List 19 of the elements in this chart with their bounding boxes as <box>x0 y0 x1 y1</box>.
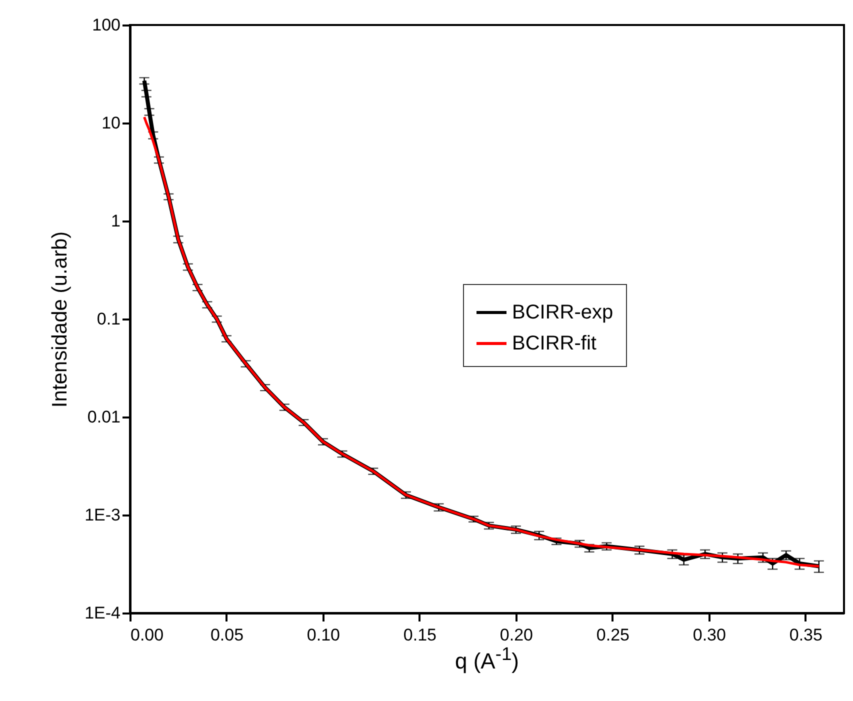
x-tick-label: 0.05 <box>210 626 244 644</box>
y-tick-label: 0.1 <box>96 310 120 328</box>
y-tick-label: 1E-3 <box>84 506 120 524</box>
x-tick-label: 0.10 <box>306 626 340 644</box>
x-tick-label: 0.30 <box>692 626 726 644</box>
x-axis-title: q (A$^{-1}$) <box>454 643 520 674</box>
legend-label: BCIRR-exp <box>512 302 614 324</box>
y-tick-label: 0.01 <box>87 408 120 426</box>
x-tick-label: 0.25 <box>596 626 630 644</box>
x-tick-label: 0.35 <box>789 626 822 644</box>
x-tick-label: 0.15 <box>403 626 437 644</box>
y-tick-label: 100 <box>92 16 120 34</box>
y-tick-label: 10 <box>102 114 120 132</box>
x-tick-label: 0.00 <box>130 626 164 644</box>
legend-label: BCIRR-fit <box>512 332 597 354</box>
y-tick-label: 1 <box>111 212 120 230</box>
x-tick-label: 0.20 <box>500 626 533 644</box>
y-axis-title: Intensidade (u.arb) <box>48 231 72 408</box>
y-tick-label: 1E-4 <box>84 604 120 622</box>
